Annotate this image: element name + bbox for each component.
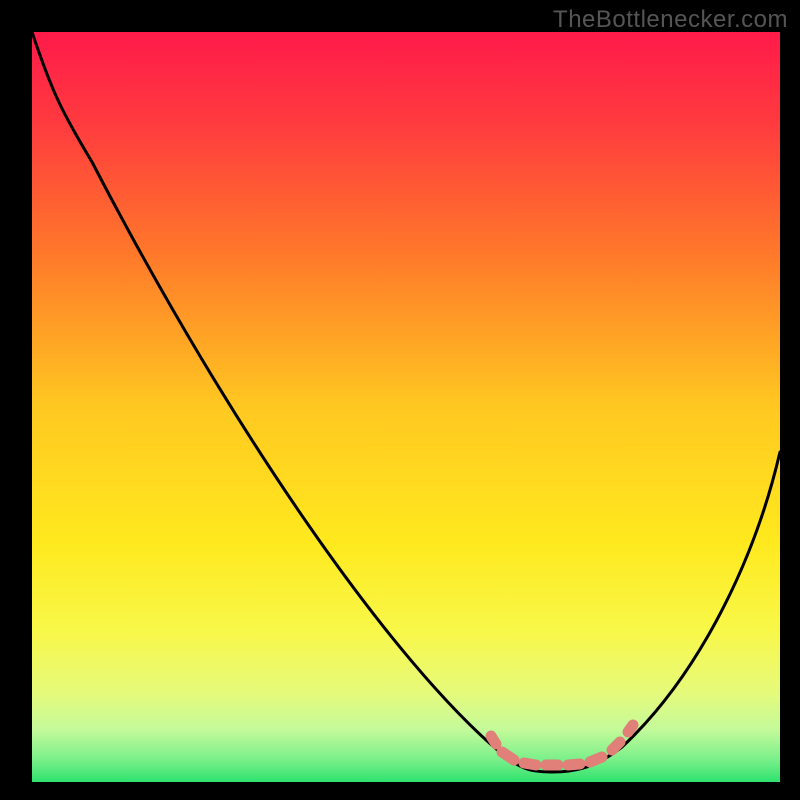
gradient-background	[32, 32, 780, 782]
chart-frame: TheBottlenecker.com	[0, 0, 800, 800]
watermark-text: TheBottlenecker.com	[553, 6, 788, 34]
plot-area	[32, 32, 780, 782]
chart-svg	[32, 32, 780, 782]
